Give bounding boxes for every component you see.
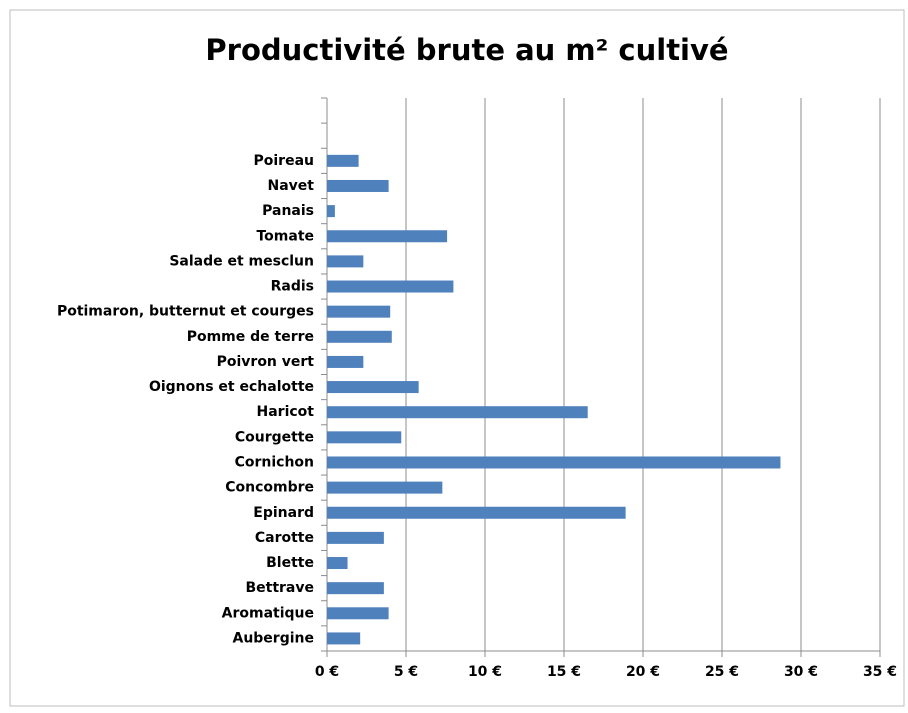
- bar: [327, 355, 364, 368]
- y-tick-label: Poivron vert: [217, 354, 315, 370]
- y-tick-label: Pomme de terre: [187, 329, 314, 345]
- y-tick-label: Salade et mesclun: [169, 253, 314, 269]
- bar: [327, 381, 419, 394]
- y-tick-label: Concombre: [225, 480, 314, 496]
- y-tick-label: Oignons et echalotte: [149, 379, 314, 395]
- chart-title: Productivité brute au m² cultivé: [205, 33, 728, 67]
- y-tick-label: Poireau: [254, 153, 315, 169]
- bar: [327, 179, 389, 192]
- y-tick-label: Panais: [262, 203, 314, 219]
- chart-frame: [9, 9, 905, 707]
- x-tick-label: 15 €: [547, 664, 581, 680]
- y-tick-label: Carotte: [255, 530, 314, 546]
- bar: [327, 557, 348, 570]
- x-tick-label: 10 €: [468, 664, 502, 680]
- y-tick-label: Cornichon: [235, 454, 314, 470]
- x-tick-label: 25 €: [705, 664, 739, 680]
- y-tick-label: Bettrave: [245, 580, 314, 596]
- bar: [327, 330, 392, 343]
- y-tick-label: Aromatique: [222, 605, 314, 621]
- y-tick-label: Courgette: [235, 429, 314, 445]
- bar: [327, 481, 443, 494]
- x-tick-label: 20 €: [626, 664, 660, 680]
- bar: [327, 431, 402, 444]
- y-tick-label: Haricot: [257, 404, 315, 420]
- x-tick-label: 0 €: [315, 664, 339, 680]
- bar: [327, 607, 389, 620]
- bar: [327, 406, 588, 419]
- y-tick-label: Navet: [268, 178, 315, 194]
- y-tick-label: Blette: [266, 555, 314, 571]
- bar: [327, 280, 454, 293]
- bar: [327, 255, 364, 268]
- bar: [327, 305, 391, 318]
- bar: [327, 506, 626, 519]
- bar: [327, 632, 361, 645]
- x-tick-label: 30 €: [784, 664, 818, 680]
- y-tick-label: Tomate: [256, 228, 314, 244]
- bar: [327, 582, 384, 595]
- bar: [327, 456, 781, 469]
- x-tick-label: 35 €: [863, 664, 897, 680]
- y-tick-label: Epinard: [253, 505, 314, 521]
- bar: [327, 230, 448, 243]
- y-tick-label: Aubergine: [232, 630, 314, 646]
- bar: [327, 205, 335, 218]
- y-tick-label: Radis: [271, 279, 314, 295]
- x-tick-label: 5 €: [394, 664, 418, 680]
- bar: [327, 531, 384, 544]
- bar: [327, 154, 359, 167]
- y-tick-label: Potimaron, butternut et courges: [57, 304, 314, 320]
